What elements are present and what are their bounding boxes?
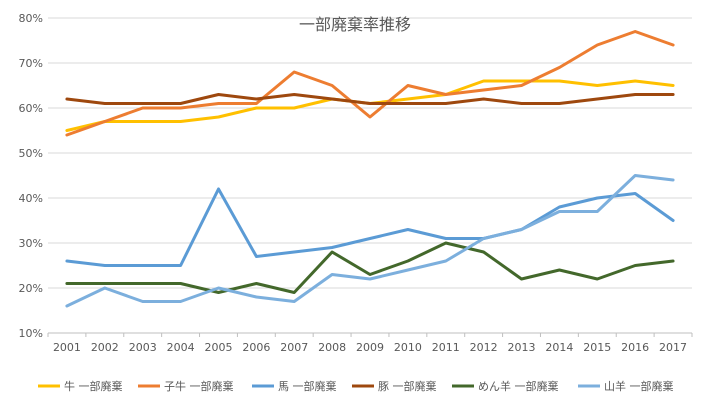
y-tick-label: 70% — [19, 57, 43, 70]
x-tick-label: 2002 — [91, 341, 119, 354]
x-tick-label: 2004 — [167, 341, 195, 354]
series-line-5 — [65, 241, 675, 294]
x-tick-label: 2001 — [53, 341, 81, 354]
x-tick-label: 2015 — [583, 341, 611, 354]
legend-label: 山羊 一部廃棄 — [604, 379, 674, 393]
legend: 牛 一部廃棄 子牛 一部廃棄 馬 一部廃棄 豚 一部廃棄 めん羊 一部廃棄 山羊 一部廃棄 — [38, 379, 674, 393]
x-tick-label: 2017 — [659, 341, 687, 354]
x-tick-label: 2007 — [280, 341, 308, 354]
x-tick-label: 2006 — [242, 341, 270, 354]
series-line-4 — [65, 93, 675, 105]
legend-label: 馬 一部廃棄 — [278, 379, 337, 393]
y-tick-label: 40% — [19, 192, 43, 205]
series-line-6 — [65, 174, 675, 308]
x-tick-label: 2010 — [394, 341, 422, 354]
chart-title: 一部廃棄率推移 — [299, 15, 411, 34]
legend-label: 牛 一部廃棄 — [64, 379, 123, 393]
axes: 10% 20% 30% 40% 50% 60% 70% 80% 2001 2002 2003 2004… — [19, 12, 693, 354]
y-tick-label: 20% — [19, 282, 43, 295]
legend-label: 豚 一部廃棄 — [378, 379, 437, 393]
x-tick-label: 2016 — [621, 341, 649, 354]
y-tick-label: 50% — [19, 147, 43, 160]
x-tick-label: 2003 — [129, 341, 157, 354]
x-tick-label: 2008 — [318, 341, 346, 354]
x-tick-label: 2013 — [508, 341, 536, 354]
x-tick-label: 2011 — [432, 341, 460, 354]
series-line-3 — [65, 187, 675, 267]
series-line-1 — [65, 79, 675, 132]
x-tick-label: 2014 — [545, 341, 573, 354]
gridlines — [48, 17, 692, 334]
x-tick-label: 2012 — [470, 341, 498, 354]
x-tick-label: 2009 — [356, 341, 384, 354]
x-tick-label: 2005 — [204, 341, 232, 354]
y-tick-label: 80% — [19, 12, 43, 25]
series-line-2 — [65, 30, 675, 137]
y-tick-label: 10% — [19, 327, 43, 340]
legend-label: めん羊 一部廃棄 — [478, 379, 559, 393]
y-tick-label: 30% — [19, 237, 43, 250]
y-tick-label: 60% — [19, 102, 43, 115]
legend-label: 子牛 一部廃棄 — [164, 379, 234, 393]
series-lines — [65, 30, 675, 308]
